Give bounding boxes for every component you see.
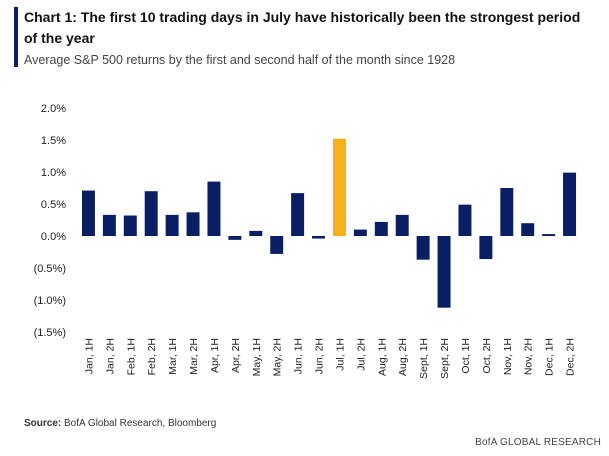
bar (542, 234, 556, 236)
x-tick-label: Feb, 1H (125, 338, 137, 375)
bar (332, 138, 346, 236)
x-tick-label: Mar, 2H (188, 338, 200, 375)
x-tick-label: May, 1H (251, 338, 263, 376)
bar-chart: 2.0% 1.5% 1.0% 0.5% 0.0% (0.5%) (1.0%) (1.5%) Ja… (34, 103, 577, 379)
source-label: Source: (24, 418, 62, 429)
source-text: BofA Global Research, Bloomberg (61, 418, 217, 429)
x-tick-label: Sept, 2H (439, 338, 451, 379)
x-tick-label: Oct, 2H (481, 338, 493, 374)
bar (437, 236, 451, 308)
bar (228, 236, 242, 240)
y-tick-label: (0.5%) (34, 263, 66, 275)
x-tick-label: Feb, 2H (146, 338, 158, 375)
x-tick-label: Jan, 1H (83, 338, 95, 374)
x-tick-label: Aug, 1H (376, 338, 388, 376)
bar (563, 172, 577, 236)
x-tick-label: Jan, 2H (104, 338, 116, 374)
x-tick-label: Apr, 2H (230, 338, 242, 373)
y-tick-label: 2.0% (41, 103, 66, 115)
x-tick-label: Apr, 1H (209, 338, 221, 373)
x-tick-label: Sept, 1H (418, 338, 430, 379)
bar (416, 236, 430, 260)
x-tick-label: Aug, 2H (397, 338, 409, 376)
bar (500, 188, 514, 236)
footer-brand: BofA GLOBAL RESEARCH (475, 437, 601, 448)
bar (81, 190, 95, 236)
bar (144, 191, 158, 236)
x-tick-label: Nov, 2H (523, 338, 535, 375)
x-tick-label: Jun, 2H (314, 338, 326, 374)
x-tick-label: Dec, 2H (565, 338, 577, 376)
x-tick-label: Nov, 1H (502, 338, 514, 375)
bar (374, 221, 388, 236)
y-tick-label: (1.0%) (34, 295, 66, 307)
y-tick-label: (1.5%) (34, 327, 66, 339)
x-tick-label: Mar, 1H (167, 338, 179, 375)
source-note: Source: BofA Global Research, Bloomberg (24, 418, 216, 429)
x-tick-label: Oct, 1H (460, 338, 472, 374)
y-tick-label: 1.0% (41, 167, 66, 179)
chart-subtitle: Average S&P 500 returns by the first and… (24, 53, 456, 67)
chart-title: Chart 1: The first 10 trading days in Ju… (24, 9, 581, 46)
bar (395, 214, 409, 236)
x-tick-label: Jul, 1H (334, 338, 346, 371)
y-tick-label: 1.5% (41, 135, 66, 147)
bar (165, 214, 179, 236)
bar (186, 212, 200, 236)
title-accent-bar (14, 7, 18, 67)
bar (123, 215, 137, 236)
bar (270, 236, 284, 254)
bar (458, 204, 472, 236)
bar (521, 223, 535, 236)
x-tick-label: Dec, 1H (544, 338, 556, 376)
bar (102, 214, 116, 236)
bar (312, 236, 326, 239)
x-tick-label: Jul, 2H (355, 338, 367, 371)
bar (249, 230, 263, 236)
bar (207, 181, 221, 236)
y-tick-label: 0.0% (41, 231, 66, 243)
bar (479, 236, 493, 260)
x-tick-label: Jun, 1H (293, 338, 305, 374)
y-tick-label: 0.5% (41, 199, 66, 211)
bar (291, 193, 305, 236)
x-tick-label: May, 2H (272, 338, 284, 376)
bar (353, 229, 367, 236)
